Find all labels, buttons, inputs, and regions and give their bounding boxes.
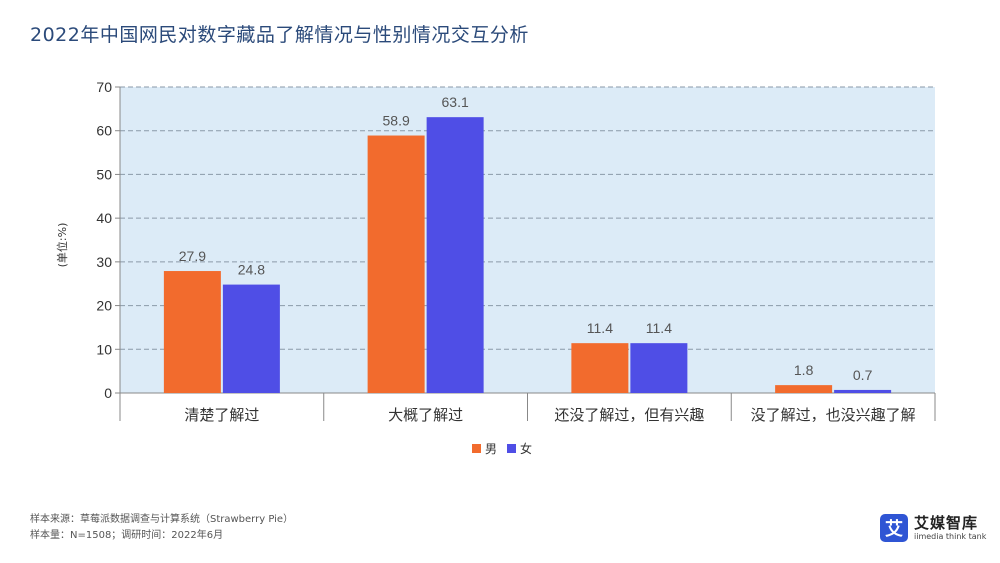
legend-item-male: 男 [472, 440, 497, 457]
data-label: 11.4 [587, 320, 613, 336]
y-tick-label: 30 [96, 254, 112, 270]
data-label: 24.8 [238, 262, 265, 278]
legend-label-male: 男 [485, 442, 498, 456]
bar [775, 385, 833, 393]
data-label: 27.9 [179, 248, 206, 264]
x-tick-label: 大概了解过 [388, 406, 463, 424]
y-tick-label: 20 [96, 298, 112, 314]
bar [630, 343, 688, 393]
y-tick-label: 70 [96, 79, 112, 95]
logo-mark-icon: 艾 [880, 514, 908, 542]
data-label: 11.4 [646, 320, 672, 336]
data-label: 58.9 [383, 113, 410, 129]
data-label: 0.7 [853, 367, 873, 383]
legend-label-female: 女 [520, 442, 533, 456]
y-tick-label: 50 [96, 166, 112, 182]
y-tick-label: 40 [96, 210, 112, 226]
x-tick-label: 清楚了解过 [184, 406, 259, 424]
bar [426, 117, 484, 394]
x-tick-label: 没了解过，也没兴趣了解 [751, 406, 916, 424]
logo-subtitle: iimedia think tank [914, 531, 987, 541]
bar [163, 271, 221, 393]
x-tick-label: 还没了解过，但有兴趣 [554, 406, 704, 424]
legend-item-female: 女 [507, 440, 532, 457]
bar [367, 135, 425, 393]
y-tick-label: 0 [104, 385, 112, 401]
data-label: 1.8 [794, 362, 814, 378]
legend-swatch-female [507, 444, 517, 453]
source-footer: 样本来源：草莓派数据调查与计算系统（Strawberry Pie） 样本量：N=… [30, 512, 293, 544]
legend-swatch-male [472, 444, 481, 453]
y-tick-label: 10 [96, 341, 112, 357]
bar [222, 284, 280, 393]
logo-name: 艾媒智库 [914, 513, 979, 532]
bar [834, 389, 892, 393]
brand-logo: 艾 艾媒智库 iimedia think tank [880, 514, 986, 542]
y-tick-label: 60 [96, 123, 112, 139]
legend: 男 女 [472, 440, 542, 457]
sample-line: 样本量：N=1508；调研时间：2022年6月 [30, 530, 224, 541]
bar [571, 343, 629, 393]
page-title: 2022年中国网民对数字藏品了解情况与性别情况交互分析 [30, 24, 529, 46]
y-axis-label: (单位:%) [56, 222, 69, 268]
data-label: 63.1 [442, 94, 469, 110]
source-line: 样本来源：草莓派数据调查与计算系统（Strawberry Pie） [30, 514, 294, 525]
